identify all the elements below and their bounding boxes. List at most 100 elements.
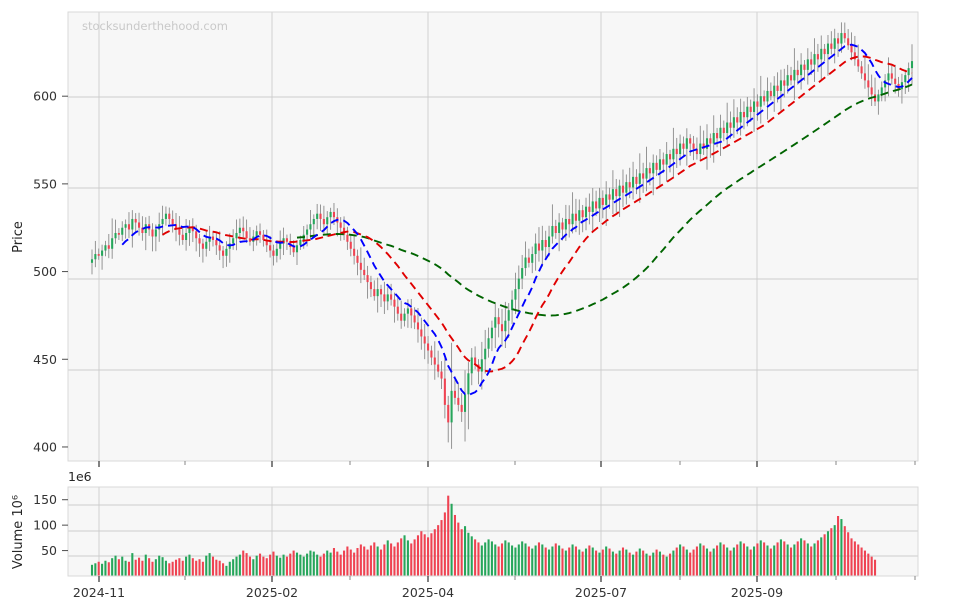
- volume-bar: [500, 543, 504, 576]
- candle-body: [810, 59, 813, 65]
- candle-body: [232, 238, 235, 244]
- candle-body: [692, 143, 695, 149]
- volume-bar: [235, 556, 238, 576]
- candle-body: [689, 138, 692, 144]
- volume-bar: [383, 544, 386, 576]
- candle-body: [90, 259, 94, 263]
- candle-body: [376, 289, 379, 297]
- volume-bar: [635, 551, 638, 576]
- volume-bar: [511, 545, 514, 576]
- candle-body: [326, 217, 329, 225]
- candle-body: [877, 94, 880, 102]
- volume-bar: [652, 552, 655, 576]
- volume-bar: [185, 556, 188, 576]
- candle-body: [544, 240, 547, 248]
- candle-body: [870, 87, 873, 95]
- volume-bar: [517, 544, 520, 576]
- volume-bar: [632, 554, 635, 576]
- volume-bar: [181, 560, 184, 576]
- volume-bar: [806, 543, 809, 576]
- volume-bar: [531, 548, 534, 576]
- candle-body: [521, 268, 524, 279]
- candle-body: [820, 48, 823, 60]
- candle-body: [171, 218, 174, 225]
- candle-body: [104, 245, 107, 251]
- volume-bar: [749, 549, 752, 576]
- volume-bar: [584, 548, 588, 576]
- volume-bar: [769, 548, 772, 576]
- volume-bar: [507, 542, 510, 576]
- candle-body: [679, 143, 682, 155]
- volume-bar: [568, 547, 571, 576]
- candle-body: [430, 350, 433, 358]
- volume-bar: [665, 556, 668, 576]
- candle-body: [222, 250, 225, 256]
- candle-body: [191, 227, 194, 232]
- volume-bar: [252, 559, 255, 576]
- candle-body: [884, 80, 887, 88]
- volume-bar: [437, 525, 440, 576]
- candle-body: [413, 315, 416, 323]
- candle-body: [332, 211, 336, 218]
- candle-body: [195, 231, 198, 239]
- volume-y-ticks: 50 100 150: [33, 492, 68, 558]
- volume-bar: [830, 528, 833, 576]
- candle-body: [729, 122, 732, 128]
- volume-bar: [168, 563, 171, 576]
- volume-bar: [524, 543, 527, 576]
- candle-body: [369, 282, 372, 290]
- volume-bar: [420, 531, 423, 576]
- volume-series: [90, 495, 877, 576]
- candle-body: [628, 182, 631, 188]
- candle-body: [359, 262, 362, 270]
- candlestick-series: [90, 22, 914, 449]
- volume-bar: [826, 531, 830, 576]
- volume-bar: [544, 547, 547, 576]
- candle-body: [608, 194, 611, 200]
- price-x-minor-ticks: [98, 461, 916, 467]
- candle-body: [621, 185, 625, 193]
- candle-body: [786, 75, 789, 86]
- candle-body: [578, 210, 581, 221]
- volume-bar: [430, 533, 433, 576]
- candle-body: [732, 117, 735, 128]
- candle-body: [312, 218, 315, 225]
- volume-bar: [611, 551, 614, 576]
- x-tick-label: 2025-02: [246, 585, 298, 600]
- candle-body: [97, 254, 100, 256]
- volume-bar: [329, 552, 332, 576]
- candle-body: [789, 75, 793, 81]
- ma-mid-line: [162, 55, 913, 373]
- volume-bar: [457, 522, 460, 576]
- volume-tick-label: 150: [33, 492, 57, 507]
- candle-body: [823, 48, 826, 55]
- candle-body: [769, 90, 772, 97]
- candle-body: [648, 168, 651, 174]
- candle-body: [709, 138, 712, 144]
- volume-bar: [215, 559, 218, 576]
- volume-bar: [746, 546, 749, 576]
- volume-bar: [245, 553, 248, 576]
- volume-bar: [598, 552, 601, 576]
- volume-bar: [571, 544, 574, 576]
- volume-bar: [151, 561, 154, 576]
- volume-bar: [621, 547, 625, 576]
- volume-bar: [107, 562, 110, 576]
- candle-body: [258, 231, 262, 235]
- volume-bar: [564, 550, 567, 576]
- volume-bar: [272, 551, 275, 576]
- candle-body: [386, 294, 389, 302]
- candle-body: [813, 54, 816, 65]
- volume-bar: [353, 552, 356, 576]
- candle-body: [292, 247, 295, 253]
- candle-body: [776, 85, 779, 91]
- candle-body: [453, 390, 456, 398]
- volume-bar: [682, 546, 685, 576]
- volume-bar: [618, 550, 621, 576]
- candle-body: [225, 248, 228, 256]
- volume-bar: [248, 556, 251, 576]
- volume-bar: [312, 551, 315, 576]
- x-tick-label: 2025-04: [402, 585, 454, 600]
- volume-bar: [702, 545, 705, 576]
